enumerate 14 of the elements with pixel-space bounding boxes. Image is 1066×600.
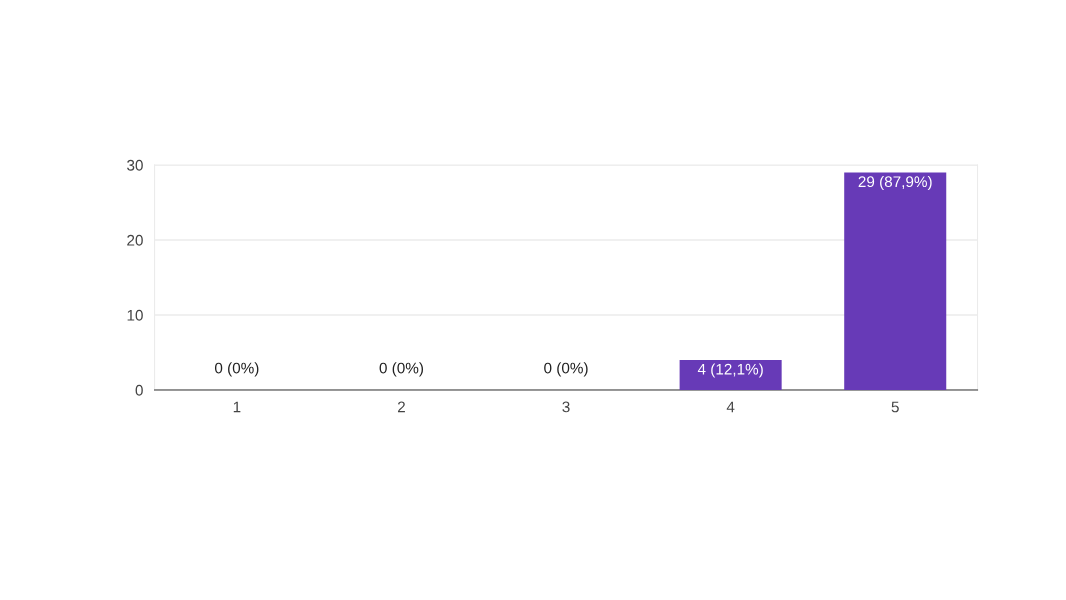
- x-tick-label: 3: [562, 401, 570, 413]
- x-tick-label: 1: [233, 401, 241, 413]
- x-tick-label: 5: [891, 401, 899, 413]
- data-label: 0 (0%): [214, 362, 259, 377]
- x-tick-label: 4: [726, 401, 735, 413]
- y-tick-label: 0: [135, 384, 143, 396]
- data-label: 4 (12,1%): [697, 363, 763, 378]
- x-tick-label: 2: [397, 401, 405, 413]
- y-tick-label: 10: [127, 309, 143, 321]
- data-label: 0 (0%): [379, 362, 424, 377]
- y-tick-label: 20: [127, 234, 143, 246]
- data-label: 0 (0%): [544, 362, 588, 377]
- data-label: 29 (87,9%): [858, 175, 932, 191]
- y-tick-label: 30: [127, 159, 143, 171]
